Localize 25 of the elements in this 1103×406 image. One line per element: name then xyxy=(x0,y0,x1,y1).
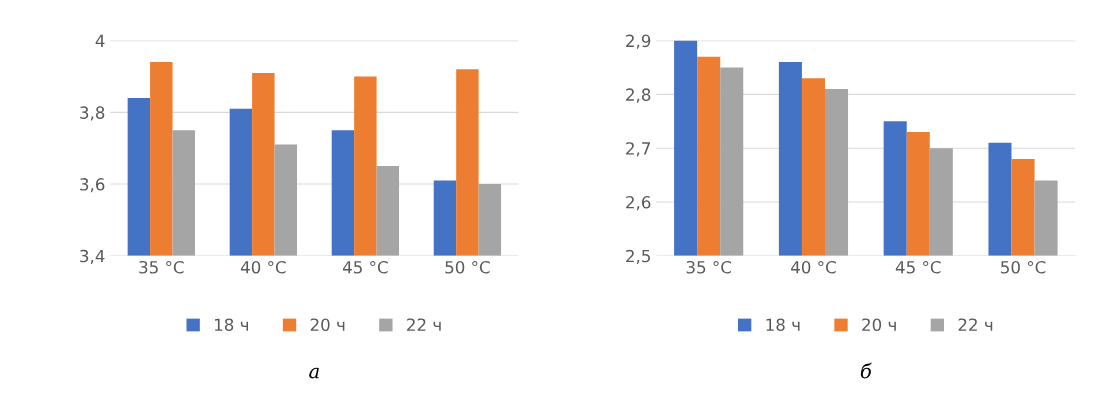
legend-label: 22 ч xyxy=(407,318,441,331)
y-tick-label: 2,5 xyxy=(626,249,650,265)
x-tick-label: 50 °C xyxy=(445,260,490,274)
x-tick-label: 40 °C xyxy=(791,260,836,274)
y-tick-label: 3,6 xyxy=(80,178,105,193)
legend-label: 18 ч xyxy=(766,318,800,332)
legend-label: 20 ч xyxy=(862,318,896,332)
x-tick-label: 45 °C xyxy=(342,260,388,274)
y-tick-label: 2,9 xyxy=(626,34,651,49)
x-tick-label: 50 °C xyxy=(1001,260,1046,274)
y-tick-label: 3,4 xyxy=(80,249,105,265)
y-tick-label: 2,7 xyxy=(626,142,650,157)
y-tick-label: 4 xyxy=(95,34,105,47)
x-tick-label: 45 °C xyxy=(895,260,941,274)
legend-label: 20 ч xyxy=(310,318,345,332)
x-tick-label: 35 °C xyxy=(139,260,184,274)
x-tick-label: 35 °C xyxy=(686,260,732,274)
y-tick-label: 2,6 xyxy=(626,195,651,211)
y-tick-label: 2,8 xyxy=(626,88,651,103)
y-tick-label: 3,8 xyxy=(80,106,105,121)
text: а xyxy=(309,367,319,379)
legend-label: 18 ч xyxy=(214,318,248,332)
legend-label: 22 ч xyxy=(958,318,993,331)
text: б xyxy=(860,362,872,379)
x-tick-label: 40 °C xyxy=(240,260,286,274)
